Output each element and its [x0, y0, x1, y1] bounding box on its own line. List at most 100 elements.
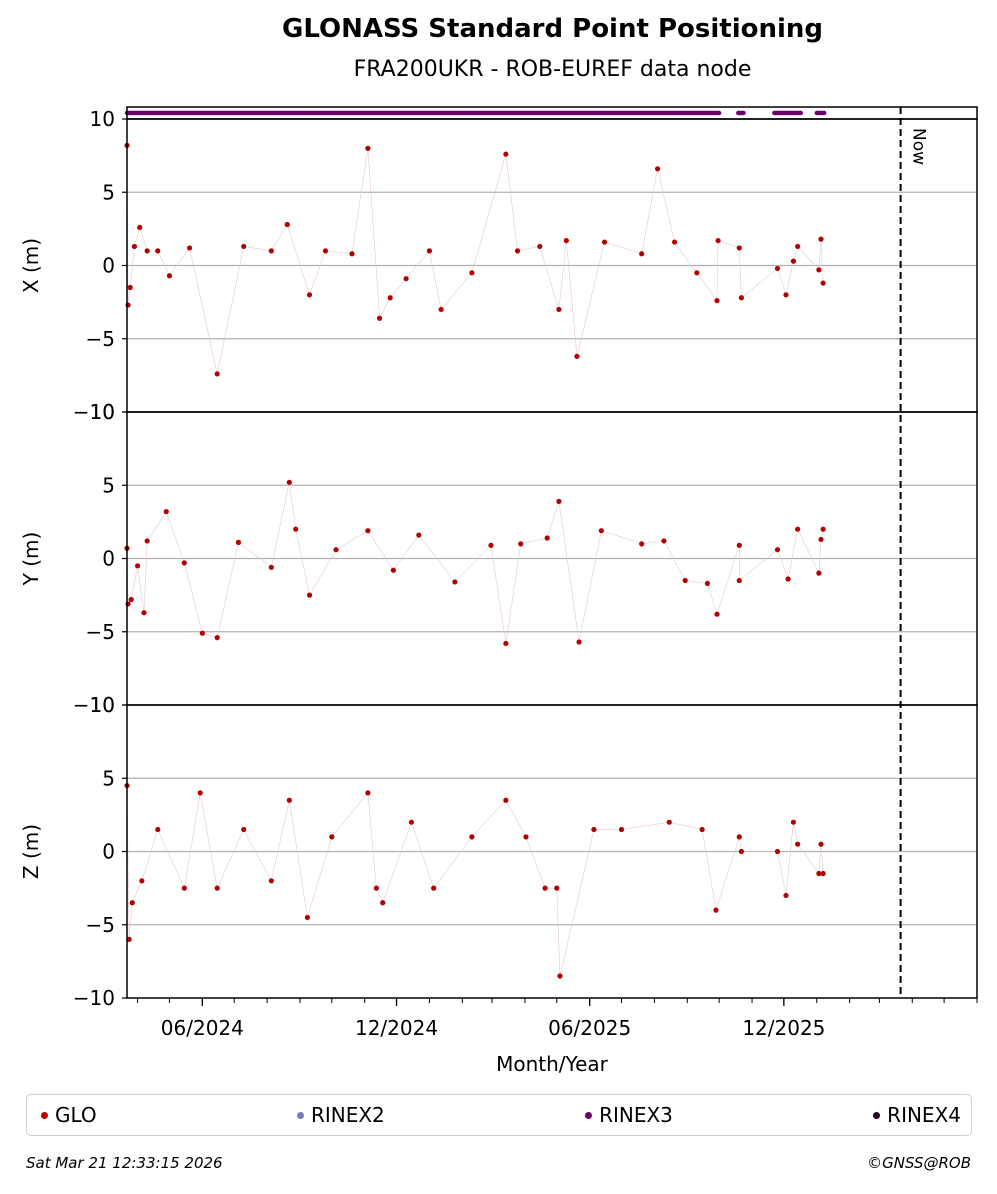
y-tick-label: 10 — [90, 107, 115, 131]
series-connector — [546, 501, 560, 539]
footer-timestamp: Sat Mar 21 12:33:15 2026 — [26, 1154, 223, 1172]
chart-title: GLONASS Standard Point Positioning — [281, 14, 824, 44]
series-connector — [490, 545, 507, 644]
data-point — [155, 826, 161, 833]
series-connector — [471, 800, 507, 838]
data-point — [820, 280, 826, 286]
data-point — [774, 848, 781, 855]
data-point — [544, 535, 550, 541]
series-connector — [331, 792, 369, 838]
data-point — [214, 885, 220, 891]
data-point — [699, 826, 705, 833]
series-connector — [130, 565, 138, 600]
data-point — [197, 790, 203, 796]
data-point — [601, 239, 608, 245]
data-point — [127, 284, 133, 291]
data-point — [556, 306, 562, 313]
data-point — [783, 292, 789, 298]
data-point — [128, 596, 134, 603]
series-connector — [271, 482, 290, 568]
data-point — [329, 834, 335, 840]
availability-mark — [821, 110, 827, 116]
series-connector — [663, 540, 686, 581]
series-connector — [525, 836, 546, 889]
series-connector — [797, 843, 820, 874]
series-connector — [505, 800, 527, 837]
x-tick-label: 06/2025 — [548, 1016, 631, 1040]
data-point — [125, 601, 131, 607]
plot-area: −10 −5 0 5 10 X (m) −10 −5 0 5 10 Y (m) −10 −5 0 5 10 Z (… — [19, 106, 978, 1076]
series-connector — [169, 247, 190, 276]
series-connector — [578, 530, 602, 643]
series-connector — [137, 565, 145, 613]
series-connector — [797, 529, 820, 574]
series-connector — [601, 530, 642, 545]
data-point — [503, 640, 509, 647]
data-point — [774, 547, 781, 553]
y-tick-label: −5 — [86, 327, 115, 351]
data-point — [598, 528, 604, 534]
data-point — [286, 479, 292, 485]
data-point — [365, 790, 371, 796]
series-connector — [454, 545, 492, 583]
series-connector — [621, 821, 670, 830]
series-connector — [351, 148, 369, 254]
series-connector — [777, 851, 787, 896]
y-axis-label: X (m) — [19, 238, 43, 293]
data-point — [166, 273, 173, 279]
data-point — [713, 907, 719, 913]
data-point — [469, 270, 475, 276]
series-connector — [129, 246, 135, 288]
y-tick-label: 5 — [102, 473, 115, 497]
series-connector — [787, 529, 798, 580]
data-point — [554, 885, 560, 891]
availability-mark — [741, 110, 746, 116]
data-point — [818, 536, 824, 543]
data-point — [469, 834, 475, 840]
data-point — [738, 295, 745, 301]
data-point — [286, 797, 292, 803]
legend-item-glo: GLO — [41, 1103, 97, 1127]
data-point — [131, 243, 138, 250]
x-tick-label: 12/2024 — [355, 1016, 438, 1040]
data-point — [591, 826, 597, 833]
y-axis-label: Y (m) — [19, 532, 43, 587]
data-point — [563, 237, 569, 244]
data-point — [820, 526, 826, 532]
series-connector — [433, 836, 473, 889]
data-point — [785, 576, 791, 582]
data-point — [349, 251, 355, 257]
data-point — [181, 885, 187, 891]
panel-frame — [126, 704, 978, 999]
data-point — [155, 248, 161, 254]
series-connector — [716, 240, 719, 301]
series-connector — [558, 240, 567, 310]
data-point — [365, 528, 371, 534]
data-point — [715, 237, 721, 244]
data-point — [376, 315, 383, 321]
y-tick-label: −10 — [73, 400, 115, 424]
series-connector — [641, 540, 664, 545]
series-connector — [243, 829, 272, 881]
series-connector — [325, 250, 353, 255]
availability-mark — [716, 110, 722, 116]
data-point — [268, 248, 274, 254]
x-tick-label: 12/2025 — [742, 1016, 825, 1040]
legend-marker-rinex2 — [296, 1111, 304, 1119]
legend-marker-rinex4 — [873, 1111, 881, 1119]
series-connector — [128, 902, 133, 940]
data-point — [671, 239, 678, 245]
series-connector — [657, 168, 675, 243]
series-connector — [818, 844, 822, 874]
series-connector — [307, 836, 333, 918]
data-point — [694, 270, 700, 276]
data-point — [380, 900, 386, 906]
series-connector — [143, 540, 148, 613]
series-connector — [376, 888, 384, 903]
series-connector — [367, 530, 394, 571]
series-connector — [216, 829, 245, 889]
x-axis-label: Month/Year — [496, 1052, 609, 1076]
series-connector — [701, 829, 717, 911]
data-point — [774, 265, 781, 272]
data-point — [682, 577, 688, 584]
